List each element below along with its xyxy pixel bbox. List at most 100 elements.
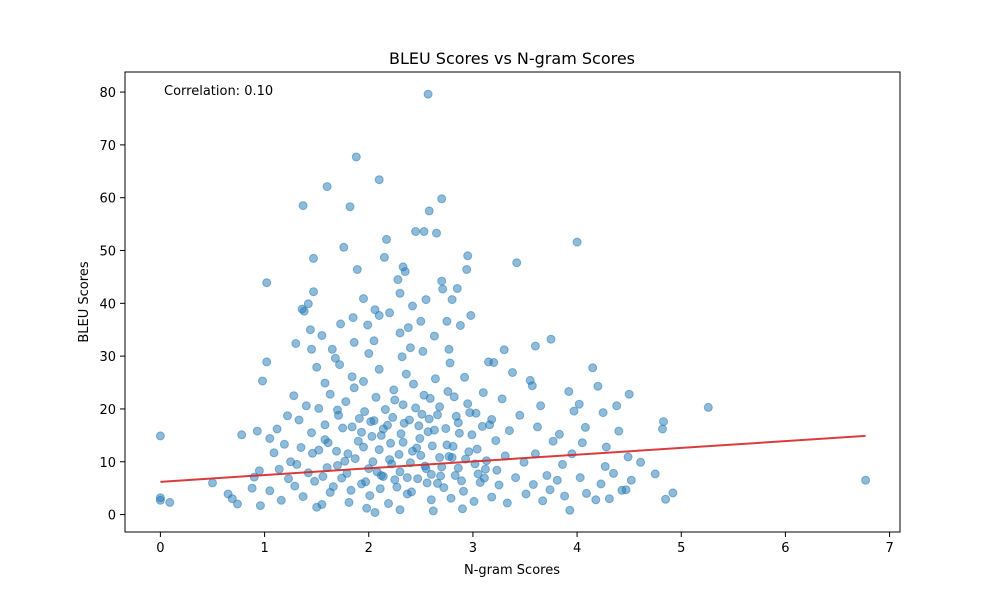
data-point <box>279 439 289 449</box>
data-point <box>473 469 483 479</box>
data-point <box>314 403 324 413</box>
data-point <box>426 495 436 505</box>
data-point <box>519 457 529 467</box>
data-point <box>392 482 402 492</box>
y-tick-label: 40 <box>99 297 116 312</box>
data-point <box>624 389 634 399</box>
data-point <box>411 227 421 236</box>
x-axis: 0 1 2 3 4 5 6 7 <box>156 532 894 556</box>
data-point <box>521 489 531 499</box>
data-point <box>165 497 175 507</box>
data-point <box>512 258 522 268</box>
data-point <box>614 426 624 436</box>
data-point <box>298 201 308 211</box>
data-point <box>299 306 309 316</box>
data-point <box>533 422 542 432</box>
data-point <box>343 449 353 459</box>
x-tick-label: 7 <box>885 541 893 556</box>
y-tick-label: 60 <box>99 192 116 207</box>
data-point <box>437 194 447 204</box>
data-point <box>577 438 587 448</box>
data-point <box>491 436 501 446</box>
data-point <box>497 394 507 404</box>
data-point <box>417 409 427 419</box>
data-point <box>447 295 457 305</box>
data-point <box>582 488 591 498</box>
data-point <box>374 445 384 455</box>
data-point <box>394 449 404 459</box>
data-point <box>438 284 448 294</box>
data-point <box>564 387 574 396</box>
data-point <box>427 441 437 451</box>
data-point <box>552 475 562 485</box>
trend-layer <box>160 434 866 483</box>
data-point <box>658 424 667 434</box>
data-point <box>415 434 425 443</box>
x-tick-label: 6 <box>781 541 789 556</box>
data-point <box>395 467 405 477</box>
data-point <box>396 429 406 439</box>
data-point <box>385 308 395 318</box>
data-point <box>502 498 512 508</box>
data-point <box>455 321 465 330</box>
data-point <box>416 450 426 460</box>
data-point <box>450 471 460 480</box>
data-point <box>325 389 335 399</box>
data-point <box>227 494 237 504</box>
data-point <box>354 414 364 423</box>
data-point <box>554 429 564 439</box>
data-point <box>339 242 349 252</box>
data-point <box>469 496 479 506</box>
data-point <box>255 501 265 511</box>
data-point <box>353 436 363 446</box>
data-point <box>376 471 386 480</box>
data-point <box>426 469 436 479</box>
y-tick-label: 80 <box>99 86 116 101</box>
data-point <box>233 499 242 509</box>
data-point <box>247 483 257 493</box>
data-point <box>492 465 502 475</box>
data-point <box>453 418 463 428</box>
y-tick-label: 20 <box>99 403 116 418</box>
data-point <box>668 488 678 498</box>
data-point <box>348 313 358 323</box>
data-point <box>423 427 433 437</box>
data-point <box>290 481 300 491</box>
data-point <box>448 441 458 451</box>
x-tick-label: 5 <box>677 541 685 556</box>
data-point <box>357 427 366 437</box>
data-point <box>546 334 556 344</box>
x-tick-label: 4 <box>573 541 581 556</box>
data-point <box>309 287 318 297</box>
data-point <box>661 494 671 504</box>
data-point <box>569 406 579 416</box>
data-point <box>433 410 442 420</box>
data-point <box>276 495 286 505</box>
data-point <box>318 472 328 481</box>
data-point <box>307 428 316 438</box>
data-point <box>312 502 322 512</box>
data-point <box>454 428 464 438</box>
data-point <box>361 477 371 487</box>
data-point <box>432 228 441 238</box>
data-point <box>407 487 416 497</box>
data-point <box>428 506 438 516</box>
data-point <box>508 368 517 377</box>
data-point <box>458 504 467 514</box>
data-point <box>368 457 378 467</box>
data-point <box>397 352 407 362</box>
data-point <box>351 152 361 162</box>
data-point <box>591 495 601 505</box>
data-point <box>349 383 359 393</box>
data-point <box>336 319 346 329</box>
data-point <box>703 402 713 412</box>
data-point <box>479 473 489 483</box>
data-point <box>262 357 272 367</box>
data-point <box>291 339 301 348</box>
data-point <box>289 391 299 401</box>
data-point <box>530 341 540 351</box>
data-point <box>385 455 395 465</box>
data-point <box>626 475 636 485</box>
data-point <box>464 447 474 457</box>
data-point <box>412 443 422 453</box>
